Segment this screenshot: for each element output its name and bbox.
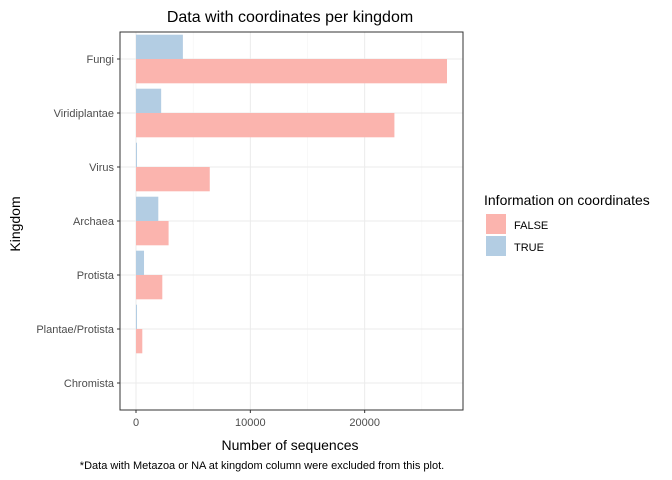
legend-title: Information on coordinates xyxy=(484,192,650,208)
legend: Information on coordinates FALSE TRUE xyxy=(484,192,650,256)
y-tick-label: Viridiplantae xyxy=(54,108,114,120)
bar-true-virus xyxy=(136,142,138,167)
legend-swatch-false xyxy=(486,214,506,234)
legend-swatch-true xyxy=(486,236,506,256)
y-tick-label: Archaea xyxy=(73,216,115,228)
bar-false-virus xyxy=(136,167,210,192)
x-tick-label: 20000 xyxy=(349,417,380,429)
chart-title: Data with coordinates per kingdom xyxy=(167,9,413,26)
chart-caption: *Data with Metazoa or NA at kingdom colu… xyxy=(80,460,444,472)
bar-true-viridiplantae xyxy=(136,88,162,113)
legend-label-false: FALSE xyxy=(514,220,548,232)
x-tick-label: 10000 xyxy=(235,417,266,429)
y-tick-label: Fungi xyxy=(86,54,114,66)
bar-true-plantae-protista xyxy=(136,304,138,329)
y-tick-label: Chromista xyxy=(64,378,115,390)
y-tick-label: Plantae/Protista xyxy=(36,324,115,336)
bar-false-archaea xyxy=(136,221,169,246)
y-tick-label: Virus xyxy=(89,162,114,174)
bar-true-protista xyxy=(136,250,145,275)
x-axis-title: Number of sequences xyxy=(222,437,359,453)
bars xyxy=(136,34,447,354)
x-tick-labels: 0 10000 20000 xyxy=(133,410,380,429)
bar-true-fungi xyxy=(136,34,183,59)
bar-true-archaea xyxy=(136,196,159,221)
bar-false-fungi xyxy=(136,59,447,84)
bar-false-viridiplantae xyxy=(136,113,395,138)
legend-label-true: TRUE xyxy=(514,242,544,254)
bar-false-protista xyxy=(136,275,163,300)
y-tick-label: Protista xyxy=(77,270,115,282)
y-axis-title: Kingdom xyxy=(7,196,23,251)
y-tick-labels: Fungi Viridiplantae Virus Archaea Protista Pl… xyxy=(36,54,120,390)
bar-false-plantae-protista xyxy=(136,329,143,354)
x-tick-label: 0 xyxy=(133,417,139,429)
